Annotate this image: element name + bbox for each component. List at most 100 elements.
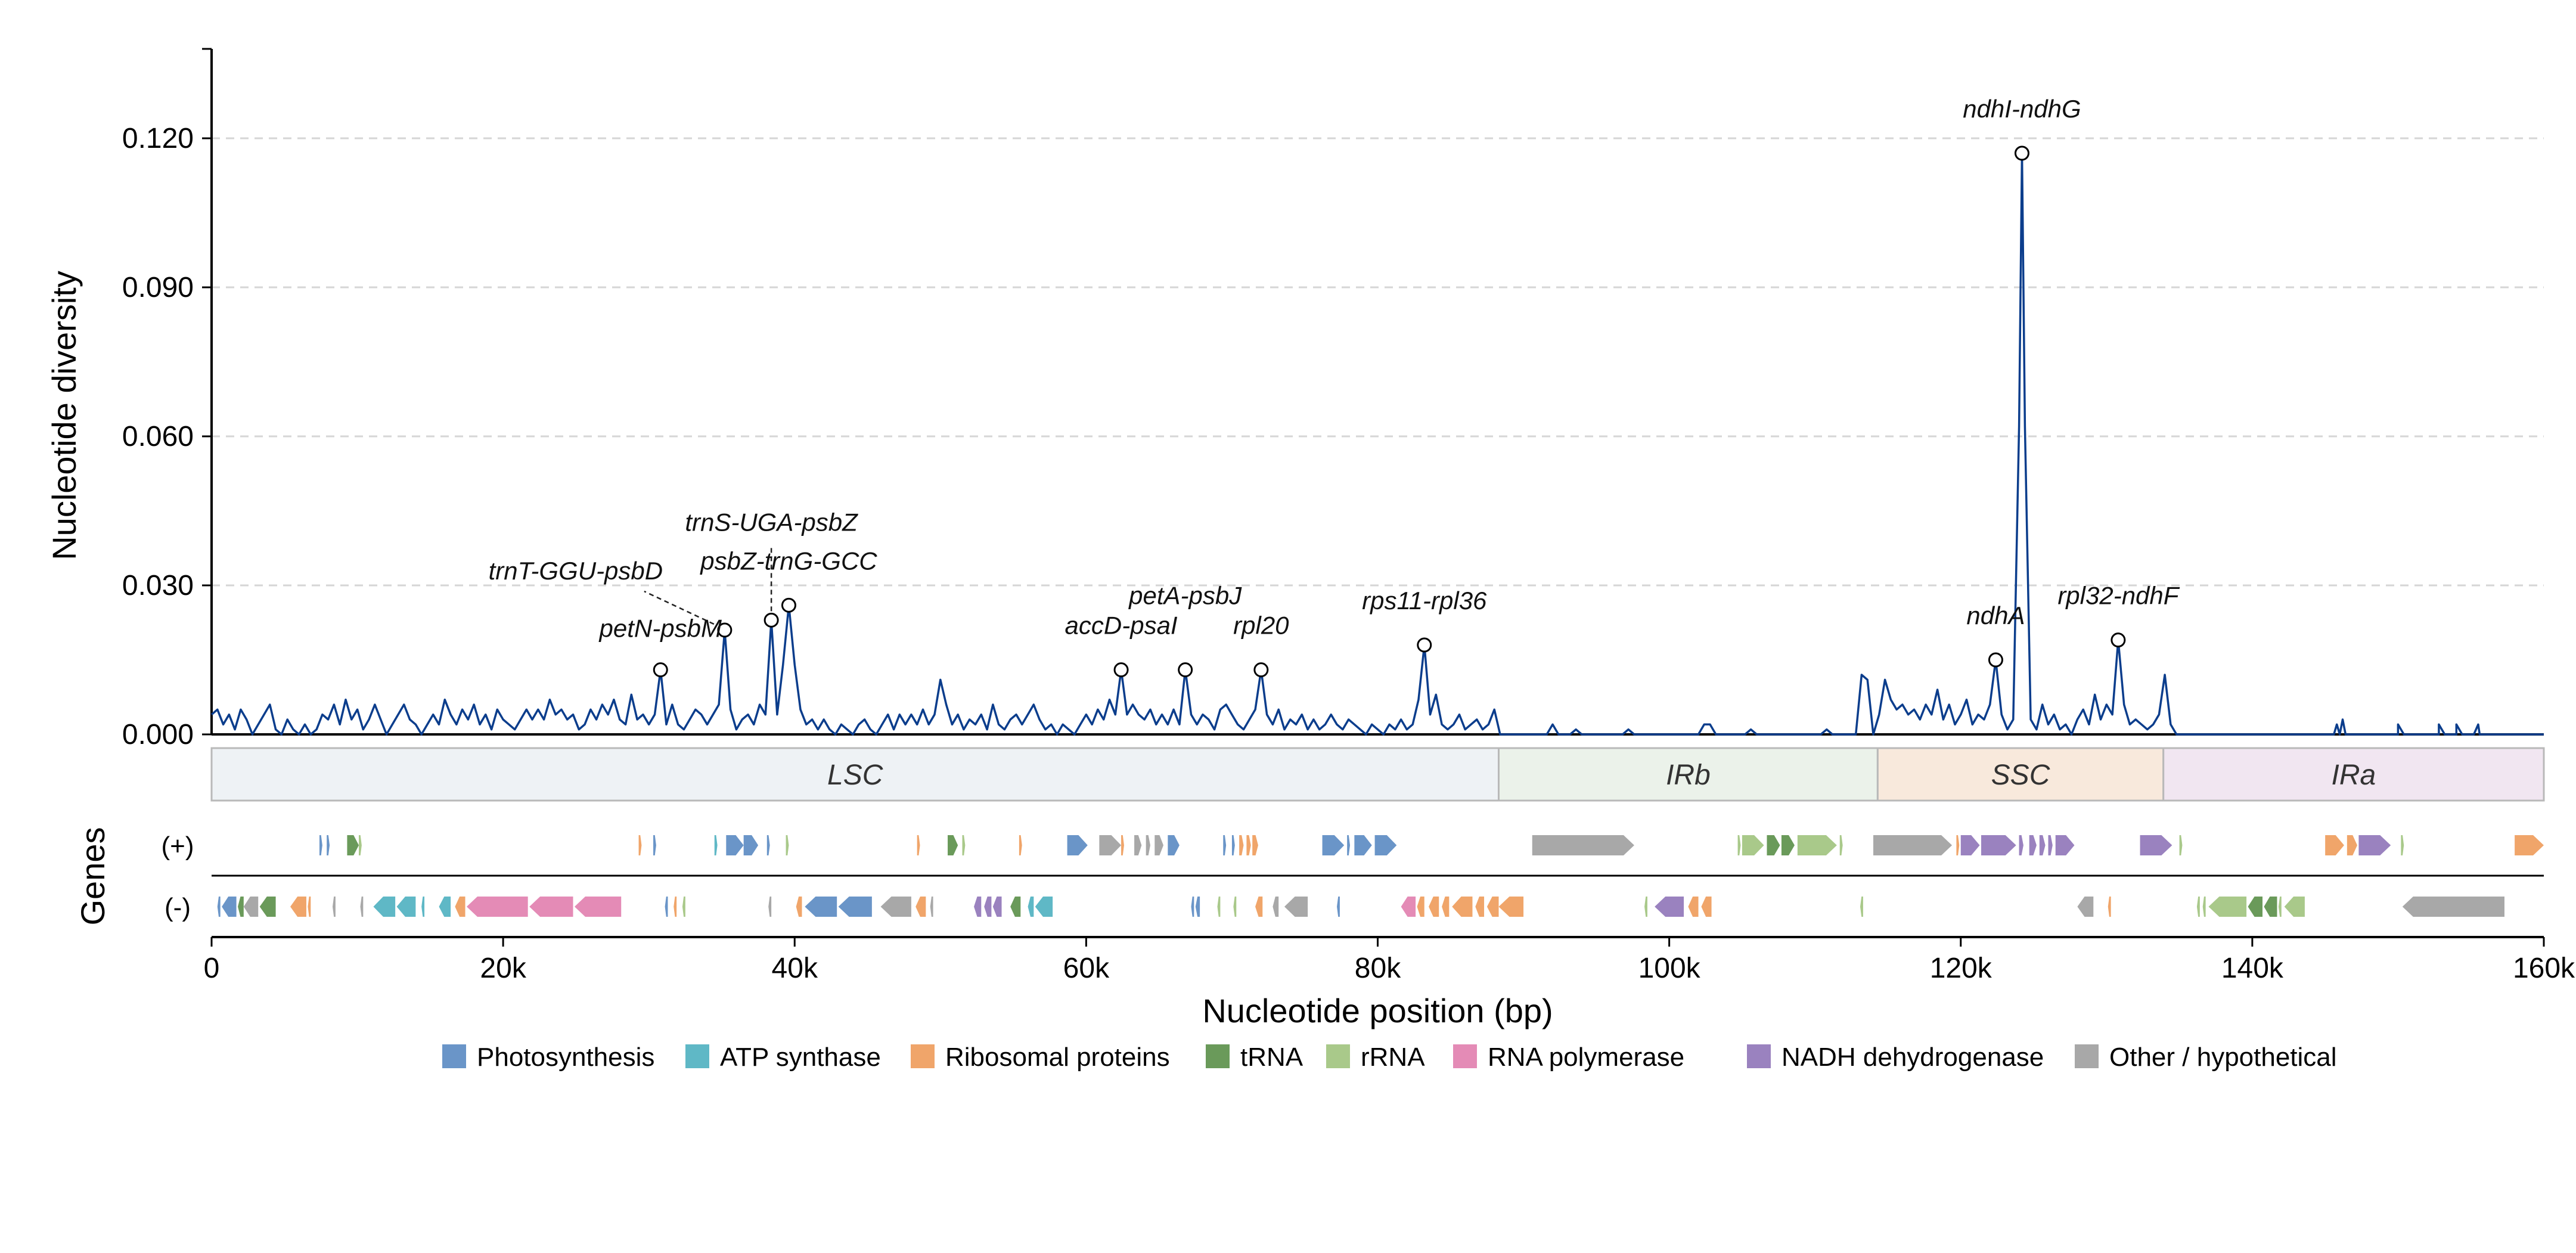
gene-plus [2401,835,2404,855]
gene-minus [665,897,668,917]
gene-minus [2284,897,2305,917]
hotspot-marker [1417,637,1432,653]
gene-plus [638,835,642,855]
hotspot-marker [2111,632,2126,648]
y-tick-label: 0.030 [122,570,194,601]
gene-minus [2264,897,2277,917]
gene-minus [1644,897,1647,917]
gene-plus [2039,835,2046,855]
gene-minus [2402,897,2504,917]
gene-minus [396,897,416,917]
legend-swatch [442,1044,466,1068]
x-tick-label: 140k [2221,953,2284,984]
hotspot-label: rpl20 [1233,612,1289,640]
gene-minus [243,897,259,917]
gene-minus [2196,897,2200,917]
region-box [1497,747,1879,802]
gene-minus [974,897,982,917]
hotspot-marker [653,662,668,678]
gene-plus [1737,835,1741,855]
x-tick-label: 100k [1638,953,1701,984]
hotspot-label: rps11-rpl36 [1362,587,1487,615]
gene-minus [217,897,221,917]
region-bar: LSC IRb SSC IRa [210,747,2545,802]
gene-minus [2208,897,2247,917]
gene-minus [930,897,933,917]
legend-swatch [1747,1044,1771,1068]
gene-minus [332,897,336,917]
gene-minus [1035,897,1053,917]
gene-plus [948,835,958,855]
gene-plus [1374,835,1397,855]
gene-minus [290,897,306,917]
gene-plus [2048,835,2053,855]
gene-plus [1223,835,1227,855]
gene-minus [1475,897,1485,917]
legend-swatch [1453,1044,1477,1068]
hotspot-marker [1988,652,2003,668]
legend-label: RNA polymerase [1488,1043,1684,1072]
x-tick-label: 40k [772,953,818,984]
gene-plus [1099,835,1122,855]
gene-plus [1121,835,1124,855]
gridlines [212,137,2544,587]
gene-minus [1028,897,1034,917]
gene-plus [1246,835,1251,855]
gene-minus [992,897,1002,917]
gene-plus [327,835,330,855]
gene-minus [1498,897,1524,917]
hotspot-marker [1253,662,1269,678]
legend-swatch [1206,1044,1230,1068]
region-box [2162,747,2545,802]
strand-plus-label: (+) [162,832,194,861]
gene-plus [1981,835,2016,855]
hotspot-marker [781,597,796,613]
gene-plus [2055,835,2075,855]
y-tick-label: 0.060 [122,421,194,452]
hotspot-marker [764,612,779,628]
y-tick-label: 0.000 [122,719,194,750]
hotspot-marker [1178,662,1193,678]
gene-plus [743,835,759,855]
gene-plus [1960,835,1980,855]
y-tick-label: 0.120 [122,123,194,154]
legend-label: tRNA [1240,1043,1303,1072]
hotspot-marker [717,622,733,638]
hotspot-marker [2014,145,2029,161]
gene-plus [2358,835,2391,855]
hotspot-label: rpl32-ndhF [2057,582,2180,610]
gene-plus [1742,835,1764,855]
gene-plus [1239,835,1244,855]
legend-swatch [2075,1044,2099,1068]
gene-plus [726,835,744,855]
gene-plus [1322,835,1345,855]
gene-minus [1273,897,1279,917]
gene-plus [1252,835,1258,855]
gene-plus [319,835,322,855]
legend-label: ATP synthase [720,1043,881,1072]
legend-label: Other / hypothetical [2109,1043,2337,1072]
gene-minus [768,897,772,917]
hotspot-label: trnT-GGU-psbD [489,557,663,585]
y-tick-label: 0.090 [122,272,194,303]
region-label: IRb [1666,759,1711,791]
gene-minus [439,897,451,917]
x-tick-label: 20k [480,953,526,984]
gene-minus [984,897,992,917]
x-tick-label: 80k [1355,953,1401,984]
gene-plus [2325,835,2344,855]
hotspot-label: trnS-UGA-psbZ [685,508,858,536]
diversity-line-group [210,152,2544,736]
gene-minus [682,897,685,917]
gene-minus [1655,897,1684,917]
hotspot-annotations: trnT-GGU-psbD petN-psbM trnS-UGA-psbZ psbZ-… [489,95,2180,678]
gene-minus [1284,897,1308,917]
gene-minus [674,897,677,917]
legend: Photosynthesis ATP synthase Ribosomal prot… [442,1043,2337,1072]
gene-minus [796,897,802,917]
gene-minus [1860,897,1863,917]
gene-minus [915,897,926,917]
x-axis-title: Nucleotide position (bp) [1202,992,1553,1029]
gene-plus [962,835,966,855]
gene-plus [2515,835,2544,855]
